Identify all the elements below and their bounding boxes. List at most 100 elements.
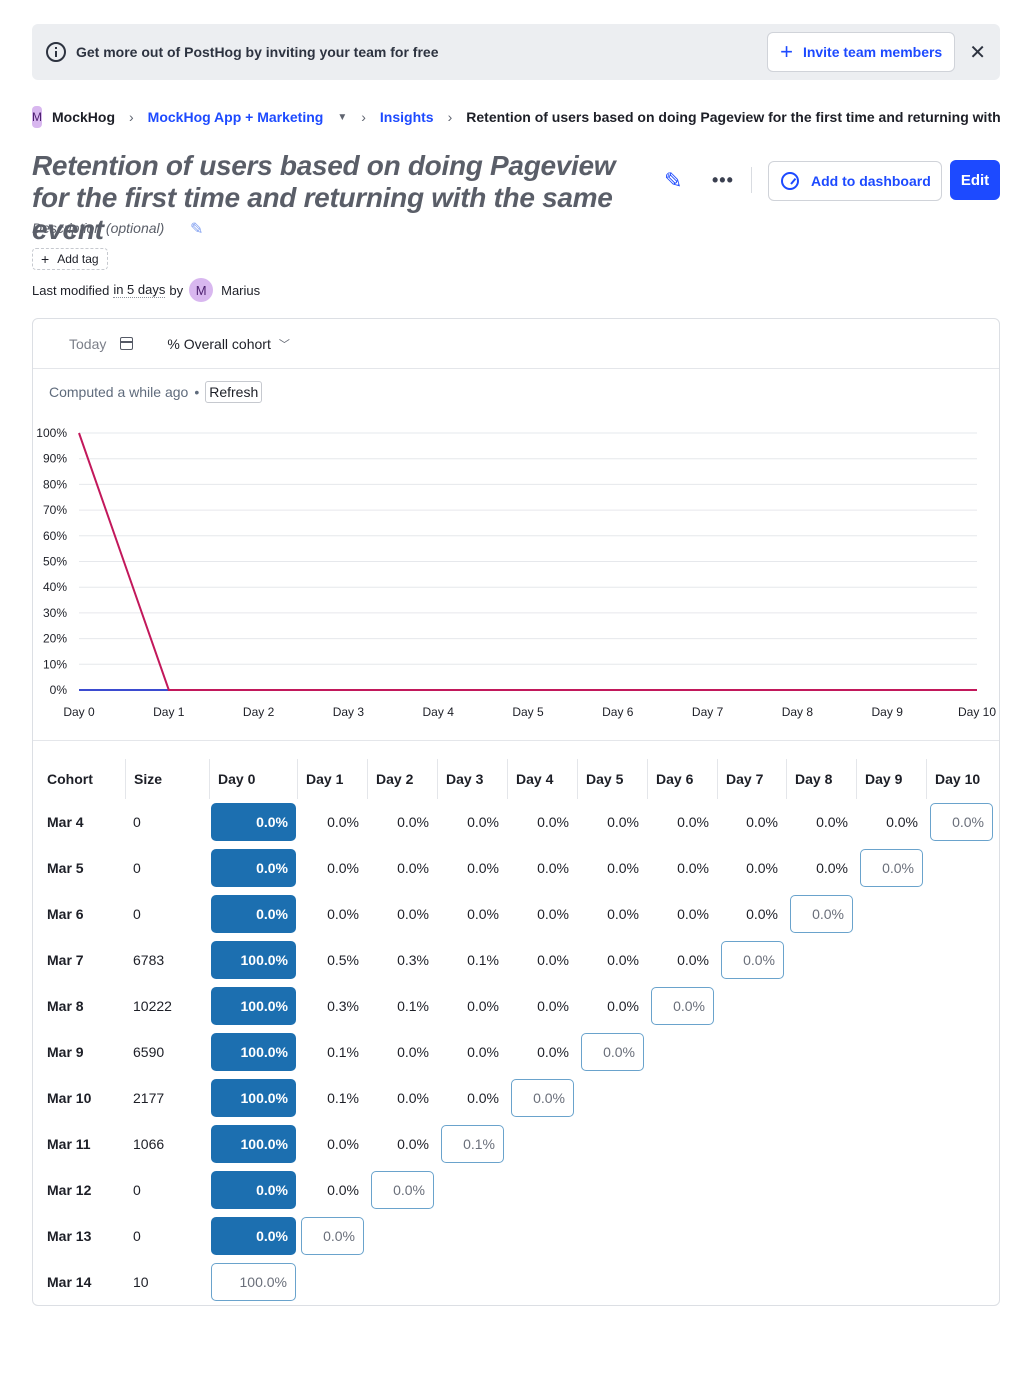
y-tick-label: 90% [43, 452, 67, 466]
cohort-label: Mar 6 [47, 906, 84, 922]
edit-title-pencil-icon[interactable]: ✎ [664, 168, 683, 193]
retention-cell: 0.3% [327, 998, 359, 1014]
retention-cell: 0.1% [441, 1125, 504, 1163]
column-header: Day 5 [577, 759, 647, 799]
chevron-right-icon: › [129, 109, 134, 125]
invite-team-members-button[interactable]: + Invite team members [767, 32, 956, 72]
retention-cell: 0.0% [467, 998, 499, 1014]
date-filter[interactable]: Today [69, 335, 107, 352]
chevron-right-icon: › [447, 109, 453, 125]
cohort-mode-select[interactable]: % Overall cohort ﹀ [167, 336, 289, 352]
retention-cell: 0.0% [746, 906, 778, 922]
retention-cell: 0.0% [581, 1033, 644, 1071]
retention-cell: 100.0% [211, 941, 296, 979]
edit-description-pencil-icon[interactable]: ✎ [190, 221, 204, 238]
cohort-size: 0 [133, 814, 141, 830]
retention-cell: 100.0% [211, 987, 296, 1025]
table-row: Mar 8 10222 100.0% 0.3% 0.1% 0.0% 0.0% 0.0% 0.0% [33, 983, 999, 1029]
cohort-size: 1066 [133, 1136, 165, 1152]
retention-cell: 0.1% [327, 1044, 359, 1060]
y-tick-label: 30% [43, 606, 67, 620]
cohort-mode-label: % Overall cohort [167, 335, 271, 352]
retention-cell: 0.0% [746, 860, 778, 876]
retention-cell: 0.0% [327, 1136, 359, 1152]
retention-cell: 0.0% [397, 1090, 429, 1106]
x-tick-label: Day 1 [153, 705, 185, 719]
add-to-dashboard-label: Add to dashboard [811, 173, 931, 189]
edit-button[interactable]: Edit [950, 160, 1000, 200]
retention-cell: 0.0% [677, 860, 709, 876]
retention-cell: 0.0% [677, 952, 709, 968]
cohort-size: 10222 [133, 998, 172, 1014]
table-row: Mar 9 6590 100.0% 0.1% 0.0% 0.0% 0.0% 0.0% [33, 1029, 999, 1075]
description-field[interactable]: Description (optional) [32, 220, 165, 236]
cohort-label: Mar 12 [47, 1182, 92, 1198]
retention-cell: 0.3% [397, 952, 429, 968]
retention-cell: 0.1% [397, 998, 429, 1014]
last-modified-by: by [169, 282, 184, 298]
retention-cell: 0.0% [607, 952, 639, 968]
computed-text: Computed a while ago [49, 384, 189, 400]
column-header: Day 8 [786, 759, 856, 799]
breadcrumb-insights[interactable]: Insights [379, 109, 434, 125]
insight-title: Retention of users based on doing Pagevi… [32, 150, 616, 245]
plus-icon: + [780, 39, 793, 64]
breadcrumb: M MockHog › MockHog App + Marketing ▼ › … [32, 104, 1000, 130]
breadcrumb-org[interactable]: MockHog [52, 109, 115, 125]
add-to-dashboard-button[interactable]: Add to dashboard [768, 161, 942, 201]
retention-cell: 0.0% [886, 814, 918, 830]
retention-cell: 0.0% [607, 860, 639, 876]
cohort-size: 0 [133, 1228, 141, 1244]
avatar: M [189, 278, 214, 302]
cohort-label: Mar 9 [47, 1044, 84, 1060]
column-header: Day 1 [297, 759, 367, 799]
breadcrumb-current: Retention of users based on doing Pagevi… [466, 109, 1000, 125]
retention-cell: 0.0% [467, 860, 499, 876]
table-row: Mar 5 0 0.0% 0.0% 0.0% 0.0% 0.0% 0.0% 0.0% 0.0% 0.… [33, 845, 999, 891]
add-tag-label: Add tag [57, 252, 99, 266]
chevron-right-icon: › [361, 109, 366, 125]
retention-cell: 0.0% [746, 814, 778, 830]
column-header: Day 2 [367, 759, 437, 799]
x-tick-label: Day 0 [63, 705, 95, 719]
x-tick-label: Day 6 [602, 705, 634, 719]
close-icon[interactable]: ✕ [969, 41, 986, 64]
column-header: Day 4 [507, 759, 577, 799]
column-header: Day 7 [717, 759, 786, 799]
y-tick-label: 20% [43, 632, 67, 646]
retention-cell: 0.0% [607, 814, 639, 830]
retention-cell: 0.0% [816, 860, 848, 876]
retention-cell: 0.0% [211, 895, 296, 933]
x-tick-label: Day 7 [692, 705, 724, 719]
column-header: Day 3 [437, 759, 507, 799]
author-name: Marius [221, 282, 261, 298]
retention-cell: 0.0% [790, 895, 853, 933]
last-modified: Last modified in 5 days by M Marius [32, 278, 260, 302]
column-header: Cohort [47, 771, 93, 787]
refresh-button[interactable]: Refresh [205, 381, 263, 403]
cohort-label: Mar 5 [47, 860, 84, 876]
divider [751, 167, 752, 193]
retention-cell: 0.0% [397, 906, 429, 922]
table-header: Cohort Size Day 0 Day 1 Day 2 Day 3 Day 4 Day 5… [33, 759, 999, 799]
caret-down-icon[interactable]: ▼ [337, 111, 348, 123]
y-tick-label: 0% [50, 683, 68, 697]
table-row: Mar 13 0 0.0% 0.0% [33, 1213, 999, 1259]
y-tick-label: 70% [43, 503, 67, 517]
y-tick-label: 100% [36, 426, 67, 440]
more-options-icon[interactable]: ••• [712, 170, 734, 190]
cohort-label: Mar 14 [47, 1274, 92, 1290]
add-tag-button[interactable]: + Add tag [32, 248, 108, 270]
column-header: Day 6 [647, 759, 717, 799]
table-row: Mar 14 10 100.0% [33, 1259, 999, 1305]
retention-cell: 0.0% [397, 1044, 429, 1060]
table-row: Mar 11 1066 100.0% 0.0% 0.0% 0.1% [33, 1121, 999, 1167]
retention-cell: 0.0% [327, 814, 359, 830]
breadcrumb-project[interactable]: MockHog App + Marketing [147, 109, 324, 125]
retention-cell: 0.0% [537, 998, 569, 1014]
cohort-label: Mar 13 [47, 1228, 92, 1244]
invite-banner: Get more out of PostHog by inviting your… [32, 24, 1000, 80]
retention-cell: 0.0% [327, 906, 359, 922]
x-tick-label: Day 10 [958, 705, 996, 719]
calendar-icon[interactable] [120, 337, 134, 350]
